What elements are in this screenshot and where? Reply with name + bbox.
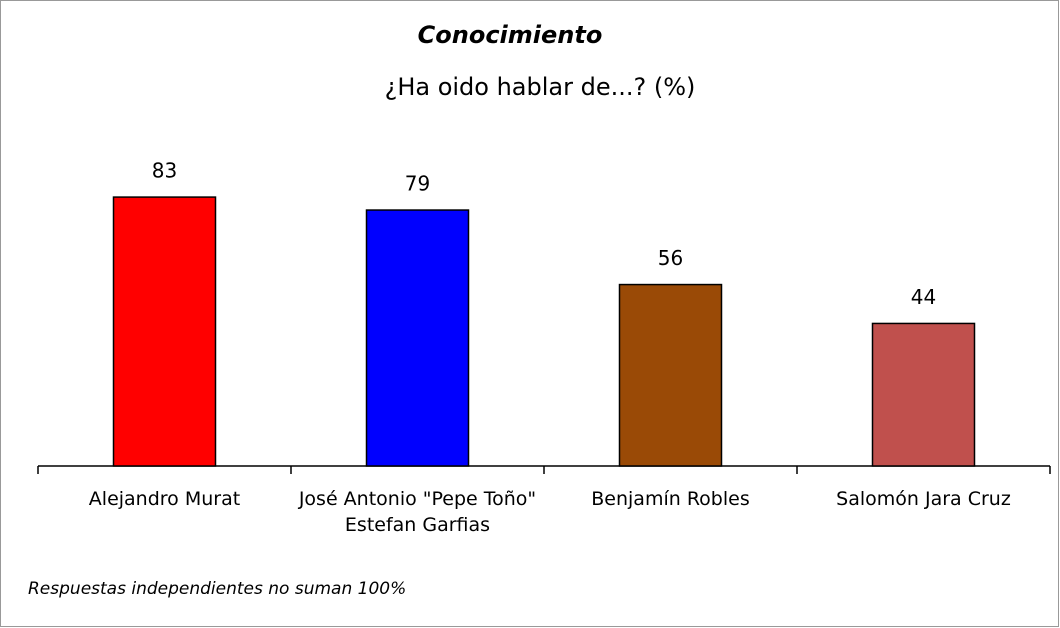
annotation: Respuestas independientes no suman 100% bbox=[28, 579, 406, 599]
bar bbox=[365, 209, 470, 467]
x-tick-label: Salomón Jara Cruz bbox=[836, 488, 1011, 510]
value-label: 56 bbox=[658, 246, 683, 270]
x-tick-label: Alejandro Murat bbox=[88, 488, 241, 510]
bar bbox=[618, 283, 723, 467]
chart-title: Conocimiento bbox=[418, 21, 603, 49]
value-label: 79 bbox=[405, 172, 430, 196]
x-tick-label: José Antonio "Pepe Toño" Estefan Garfias bbox=[298, 488, 537, 536]
chart-subtitle: ¿Ha oido hablar de...? (%) bbox=[385, 73, 696, 101]
value-label: 44 bbox=[911, 285, 936, 309]
bar bbox=[112, 196, 217, 467]
value-label: 83 bbox=[152, 159, 177, 183]
x-tick-label: Benjamín Robles bbox=[591, 488, 750, 510]
bar bbox=[871, 322, 976, 467]
